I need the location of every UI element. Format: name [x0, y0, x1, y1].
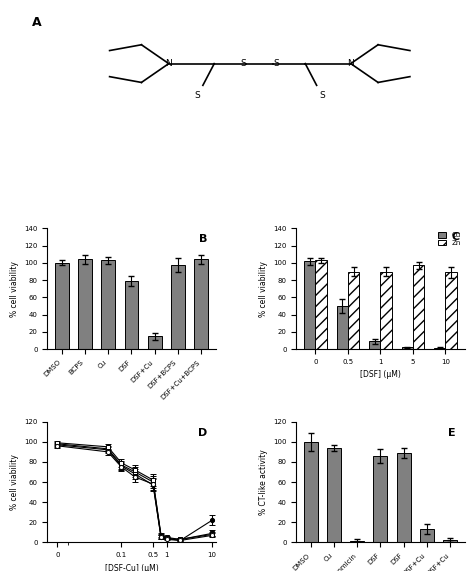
Text: S: S: [273, 59, 279, 68]
Bar: [397, 453, 410, 542]
Bar: [101, 260, 115, 349]
Text: S: S: [194, 91, 200, 100]
Legend: Cu, Zn: Cu, Zn: [438, 232, 461, 246]
Bar: [78, 259, 92, 349]
Bar: [443, 540, 457, 542]
Bar: [369, 341, 381, 349]
Y-axis label: % cell viability: % cell viability: [9, 261, 18, 317]
Text: S: S: [319, 91, 326, 100]
Bar: [446, 272, 457, 349]
Bar: [148, 336, 162, 349]
Text: N: N: [165, 59, 172, 68]
Y-axis label: % cell viability: % cell viability: [9, 454, 18, 510]
Bar: [434, 348, 446, 349]
Bar: [315, 260, 327, 349]
Text: N: N: [347, 59, 354, 68]
Bar: [413, 266, 424, 349]
Bar: [420, 529, 434, 542]
Bar: [55, 263, 69, 349]
Text: B: B: [199, 235, 207, 244]
X-axis label: [DSF-Cu] (μM): [DSF-Cu] (μM): [105, 564, 158, 571]
Bar: [194, 259, 208, 349]
Bar: [374, 456, 387, 542]
Text: D: D: [198, 428, 207, 438]
Bar: [171, 264, 185, 349]
Bar: [125, 281, 138, 349]
Bar: [327, 448, 341, 542]
Bar: [304, 442, 318, 542]
Bar: [381, 272, 392, 349]
Y-axis label: % CT-like activity: % CT-like activity: [258, 449, 267, 515]
Bar: [348, 272, 359, 349]
Text: A: A: [32, 16, 42, 29]
Text: C: C: [451, 232, 459, 242]
Bar: [350, 541, 364, 542]
Text: E: E: [448, 428, 456, 438]
Bar: [304, 261, 315, 349]
X-axis label: [DSF] (μM): [DSF] (μM): [360, 371, 401, 380]
Bar: [401, 348, 413, 349]
Bar: [337, 306, 348, 349]
Y-axis label: % cell viability: % cell viability: [258, 261, 267, 317]
Text: S: S: [240, 59, 246, 68]
